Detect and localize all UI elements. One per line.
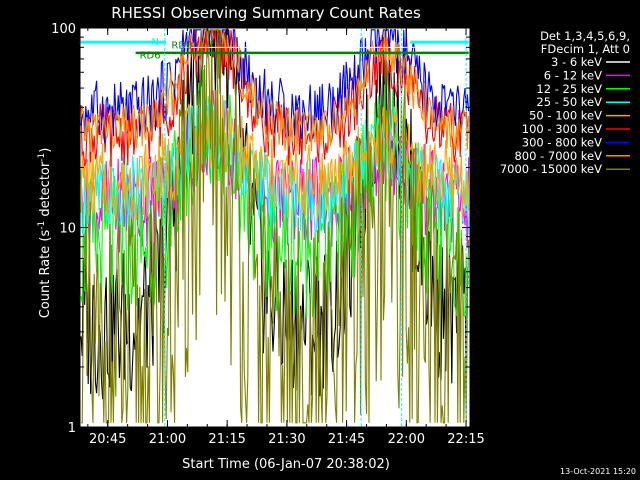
legend-entry-label: 800 - 7000 keV <box>514 149 602 163</box>
legend: Det 1,3,4,5,6,9, FDecim 1, Att 0 3 - 6 k… <box>500 29 630 176</box>
legend-entry-label: 50 - 100 keV <box>529 109 602 123</box>
footer-date: 13-Oct-2021 15:20 <box>560 467 636 476</box>
legend-entry-label: 300 - 800 keV <box>522 135 602 149</box>
x-tick-label: 21:15 <box>208 432 245 447</box>
y-tick-label: 1 <box>68 421 76 436</box>
legend-entry-label: 7000 - 15000 keV <box>500 162 602 176</box>
x-tick-label: 21:00 <box>149 432 186 447</box>
legend-entry-label: 3 - 6 keV <box>551 55 602 69</box>
flag-layer: N RD0 RD6 <box>79 28 470 427</box>
x-tick-label: 22:15 <box>447 432 484 447</box>
series-line <box>80 29 470 144</box>
x-tick-label: 22:00 <box>388 432 425 447</box>
legend-entry-label: 100 - 300 keV <box>522 122 602 136</box>
x-axis-label: Start Time (06-Jan-07 20:38:02) <box>182 457 390 472</box>
chart-title: RHESSI Observing Summary Count Rates <box>111 4 421 22</box>
flag-label: RD0 <box>171 41 192 52</box>
series-line <box>80 28 470 152</box>
y-tick-label: 10 <box>59 222 76 237</box>
y-tick-label: 100 <box>51 22 76 37</box>
legend-header-1: Det 1,3,4,5,6,9, <box>540 29 630 43</box>
legend-entry-label: 12 - 25 keV <box>536 82 602 96</box>
y-axis-label: Count Rate (s-1 detector-1) <box>37 148 53 319</box>
plot-area: N RD0 RD6 20:45 21:00 21:15 21:30 21:45 22:00 22… <box>51 22 485 447</box>
legend-entry-label: 25 - 50 keV <box>536 95 602 109</box>
legend-header-2: FDecim 1, Att 0 <box>541 42 630 56</box>
x-tick-label: 21:45 <box>328 432 365 447</box>
legend-entry-label: 6 - 12 keV <box>544 68 602 82</box>
x-tick-label: 20:45 <box>89 432 126 447</box>
flag-label: N <box>152 37 159 48</box>
series-line <box>81 29 470 424</box>
x-tick-label: 21:30 <box>268 432 305 447</box>
series-layer <box>80 28 470 424</box>
axis-layer: 20:45 21:00 21:15 21:30 21:45 22:00 22:15 1 10 10… <box>51 22 485 447</box>
flag-label: RD6 <box>140 50 161 61</box>
